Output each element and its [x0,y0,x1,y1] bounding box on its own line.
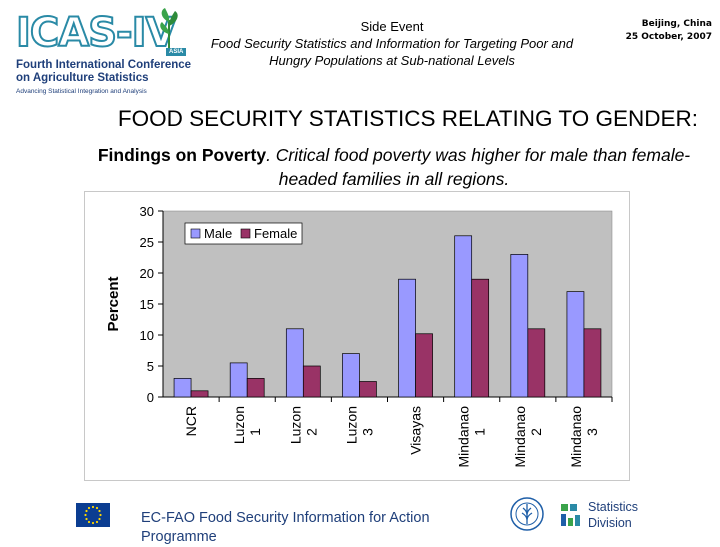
bar-male [398,278,416,398]
bar-male [454,235,473,398]
poverty-bar-chart: 0 5 10 15 20 25 30 Percent NCR Luzon1 Luzon2 Luzon3… [84,191,630,481]
y-tick-label: 0 [147,390,154,405]
bar-female [246,378,265,398]
legend-label-female: Female [254,226,297,241]
statistics-division-label: Statistics Division [588,499,638,531]
x-tick-label: Mindanao3 [568,406,600,468]
y-tick-label: 10 [140,328,154,343]
bar-female [527,328,546,398]
bar-male [173,378,192,398]
findings-lead: Findings on Poverty [97,145,267,165]
logo-brand: ICAS-IV [15,9,177,57]
logo-line2: on Agriculture Statistics [16,72,149,84]
legend-label-male: Male [204,226,232,241]
bar-male [285,328,304,398]
bar-male [342,353,360,398]
bar-female [471,278,490,398]
event-city: Beijing, China [641,19,712,29]
x-tick-label: NCR [183,406,199,436]
logo-tagline: Advancing Statistical Integration and An… [16,88,147,95]
legend-swatch-male [190,228,201,239]
x-tick-label: Luzon1 [231,406,263,444]
icas-logo: ICAS-IV ASIA Fourth International Confer… [12,6,192,98]
venue-date: Beijing, China 25 October, 2007 [600,18,712,44]
y-tick-label: 25 [140,235,154,250]
bar-male [229,362,248,398]
event-info: Side Event Food Security Statistics and … [190,18,594,69]
bar-male [510,254,529,398]
chart-svg: 0 5 10 15 20 25 30 Percent NCR Luzon1 Luzon2 Luzon3… [105,204,613,468]
stats-line2: Division [588,516,632,530]
x-tick-label: Mindanao2 [512,406,544,468]
logo-badge: ASIA [166,48,187,56]
y-axis-label: Percent [105,276,122,331]
event-date: 25 October, 2007 [625,32,712,42]
bar-female [359,381,377,398]
bar-female [302,365,321,398]
bar-female [190,390,209,398]
y-tick-label: 20 [140,266,154,281]
wheat-leaf-icon [160,8,178,48]
findings-text: Findings on Poverty. Critical food pover… [84,143,704,191]
program-name: EC-FAO Food Security Information for Act… [141,510,430,545]
event-description: Food Security Statistics and Information… [210,36,574,68]
legend-swatch-female [240,228,251,239]
statistics-division-icon [560,502,586,528]
slide-heading: FOOD SECURITY STATISTICS RELATING TO GEN… [117,106,698,131]
x-tick-label: Luzon3 [343,406,375,444]
y-tick-label: 5 [147,359,154,374]
stats-line1: Statistics [588,500,639,514]
y-tick-label: 30 [140,204,154,219]
bar-female [583,328,602,398]
bar-male [566,291,585,398]
logo-line1: Fourth International Conference [16,59,192,71]
x-tick-label: Mindanao1 [456,406,488,468]
y-tick-label: 15 [140,297,154,312]
findings-body: . Critical food poverty was higher for m… [266,145,691,189]
event-title: Side Event [360,19,424,34]
fao-logo-icon [510,497,544,531]
bar-female [415,333,433,398]
x-tick-label: Luzon2 [287,406,319,444]
eu-flag-icon [76,503,110,527]
x-tick-label: Visayas [408,406,424,455]
